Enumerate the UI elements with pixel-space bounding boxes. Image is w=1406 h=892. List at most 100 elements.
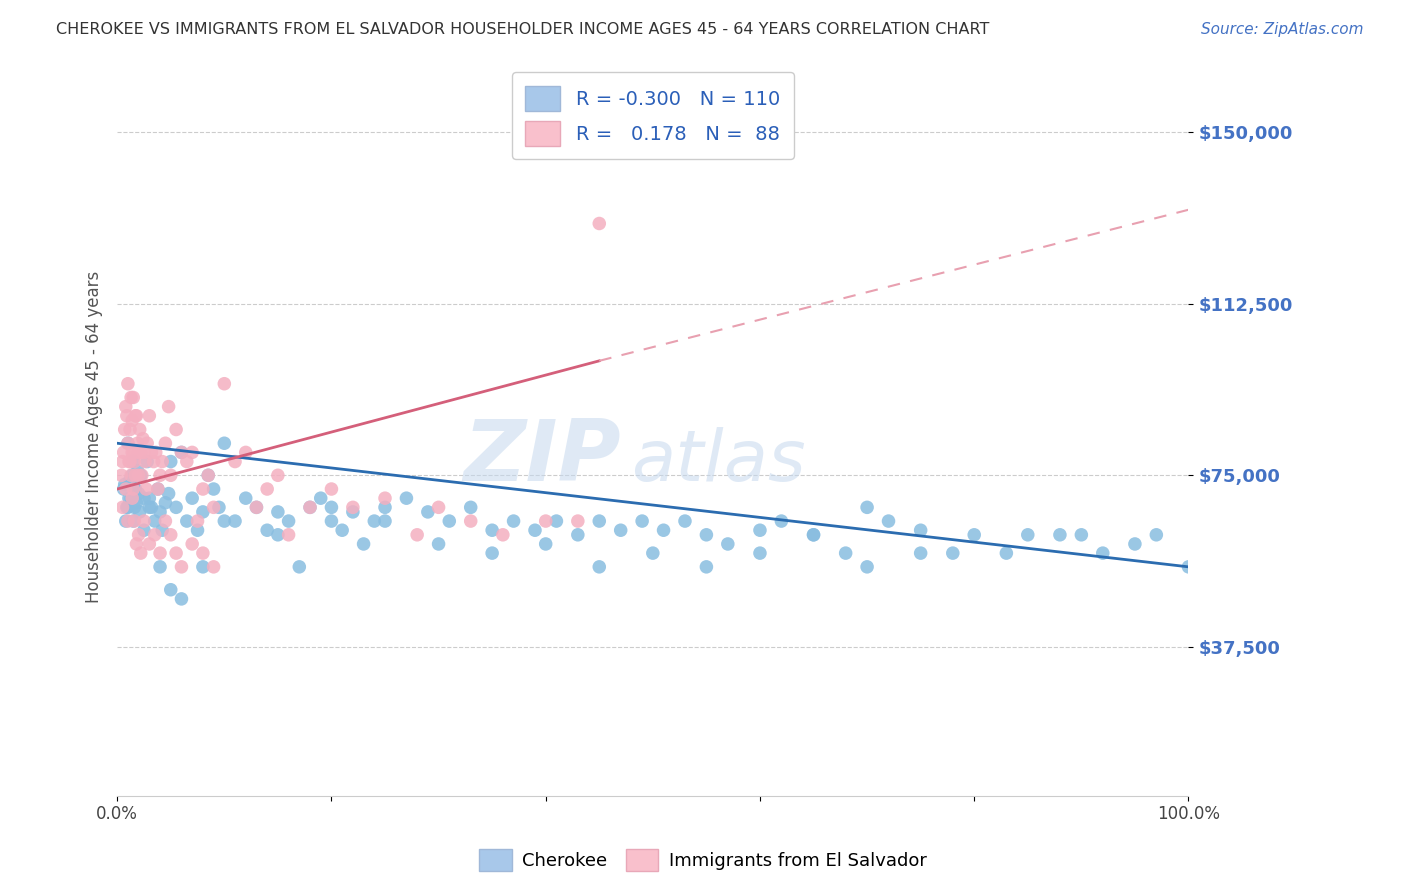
Point <box>235 491 257 505</box>
Point <box>121 445 143 459</box>
Point <box>149 546 172 560</box>
Point <box>124 482 146 496</box>
Point <box>856 500 879 515</box>
Point <box>165 546 187 560</box>
Point <box>631 514 654 528</box>
Point <box>214 436 236 450</box>
Point <box>132 514 155 528</box>
Point <box>1144 528 1167 542</box>
Point <box>567 514 589 528</box>
Point <box>406 528 429 542</box>
Point <box>114 482 136 496</box>
Point <box>609 523 631 537</box>
Point <box>416 505 439 519</box>
Point <box>115 409 138 423</box>
Point <box>124 468 146 483</box>
Point <box>170 559 193 574</box>
Point <box>534 537 557 551</box>
Point <box>208 500 231 515</box>
Point <box>141 445 163 459</box>
Point <box>117 500 139 515</box>
Point <box>138 409 160 423</box>
Point <box>717 537 740 551</box>
Point <box>235 445 257 459</box>
Point <box>267 468 290 483</box>
Point <box>127 436 149 450</box>
Text: CHEROKEE VS IMMIGRANTS FROM EL SALVADOR HOUSEHOLDER INCOME AGES 45 - 64 YEARS CO: CHEROKEE VS IMMIGRANTS FROM EL SALVADOR … <box>56 22 990 37</box>
Point <box>803 528 825 542</box>
Text: Source: ZipAtlas.com: Source: ZipAtlas.com <box>1201 22 1364 37</box>
Point <box>146 482 169 496</box>
Point <box>121 468 143 483</box>
Point <box>374 500 396 515</box>
Point <box>128 505 150 519</box>
Point <box>155 496 177 510</box>
Point <box>191 546 214 560</box>
Point <box>128 528 150 542</box>
Point <box>910 546 932 560</box>
Point <box>124 445 146 459</box>
Point <box>321 482 343 496</box>
Point <box>695 528 717 542</box>
Point <box>309 491 332 505</box>
Point <box>120 491 142 505</box>
Point <box>1017 528 1039 542</box>
Point <box>202 482 225 496</box>
Point <box>330 523 353 537</box>
Point <box>117 436 139 450</box>
Point <box>143 528 166 542</box>
Point <box>115 500 138 515</box>
Point <box>856 559 879 574</box>
Point <box>1049 528 1071 542</box>
Point <box>298 500 321 515</box>
Point <box>277 514 299 528</box>
Point <box>214 514 236 528</box>
Point <box>128 445 150 459</box>
Legend: R = -0.300   N = 110, R =   0.178   N =  88: R = -0.300 N = 110, R = 0.178 N = 88 <box>512 72 794 160</box>
Point <box>142 454 165 468</box>
Point <box>267 528 290 542</box>
Point <box>267 505 290 519</box>
Point <box>150 523 173 537</box>
Point <box>224 514 246 528</box>
Point <box>132 523 155 537</box>
Text: atlas: atlas <box>631 427 806 496</box>
Point <box>138 537 160 551</box>
Point <box>181 445 204 459</box>
Point <box>877 514 900 528</box>
Point <box>910 523 932 537</box>
Point <box>353 537 375 551</box>
Point <box>149 505 172 519</box>
Point <box>181 491 204 505</box>
Point <box>145 445 167 459</box>
Point <box>191 559 214 574</box>
Point <box>588 559 610 574</box>
Point <box>159 528 181 542</box>
Point <box>117 376 139 391</box>
Point <box>149 468 172 483</box>
Point <box>197 468 219 483</box>
Point <box>127 464 149 478</box>
Point <box>122 514 145 528</box>
Point <box>374 491 396 505</box>
Point <box>245 500 267 515</box>
Point <box>128 468 150 483</box>
Point <box>110 468 132 483</box>
Point <box>321 500 343 515</box>
Point <box>427 500 450 515</box>
Point <box>118 473 141 487</box>
Point <box>942 546 965 560</box>
Point <box>138 491 160 505</box>
Point <box>197 468 219 483</box>
Point <box>118 454 141 468</box>
Point <box>1177 559 1199 574</box>
Point <box>176 514 198 528</box>
Point <box>245 500 267 515</box>
Point <box>159 468 181 483</box>
Point <box>995 546 1018 560</box>
Point <box>342 505 364 519</box>
Point <box>460 514 482 528</box>
Point <box>121 491 143 505</box>
Point <box>132 445 155 459</box>
Point <box>1070 528 1092 542</box>
